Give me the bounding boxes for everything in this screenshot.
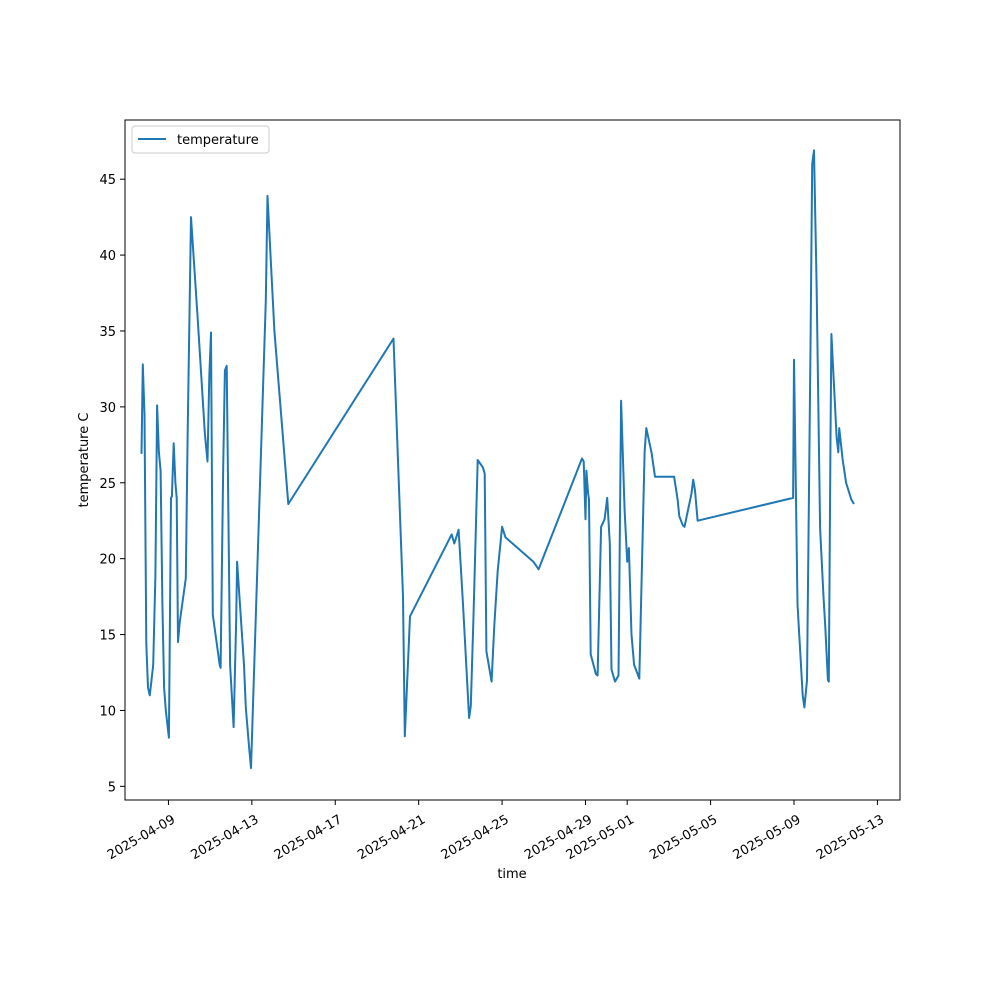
y-tick-label: 45	[99, 173, 116, 188]
x-tick-label: 2025-04-13	[188, 812, 261, 863]
x-tick-label: 2025-05-05	[647, 812, 720, 863]
x-tick-label: 2025-05-09	[731, 812, 804, 863]
x-tick-label: 2025-05-13	[814, 812, 887, 863]
y-tick-label: 30	[99, 401, 116, 416]
series-line-temperature	[140, 149, 855, 770]
y-tick-label: 5	[108, 780, 116, 795]
y-tick-label: 10	[99, 704, 116, 719]
y-tick-label: 25	[99, 477, 116, 492]
x-tick-label: 2025-04-21	[355, 812, 428, 863]
y-tick-label: 15	[99, 629, 116, 644]
axes-frame	[124, 119, 901, 801]
y-tick-label: 35	[99, 325, 116, 340]
legend: temperature	[131, 125, 270, 154]
y-tick-label: 20	[99, 553, 116, 568]
x-tick-label: 2025-04-09	[105, 812, 178, 863]
legend-box	[131, 125, 270, 154]
legend-label: temperature	[177, 133, 259, 148]
y-tick-label: 40	[99, 249, 116, 264]
y-axis-label: temperature C	[77, 413, 92, 508]
x-axis: 2025-04-09 2025-04-13 2025-04-17 2025-04-21…	[105, 800, 887, 863]
x-tick-label: 2025-04-25	[439, 812, 512, 863]
plot-area	[140, 149, 855, 770]
y-axis: 5 10 15 20 25 30 35 40 45	[99, 173, 125, 795]
x-tick-label: 2025-04-17	[272, 812, 345, 863]
x-axis-label: time	[497, 867, 526, 882]
